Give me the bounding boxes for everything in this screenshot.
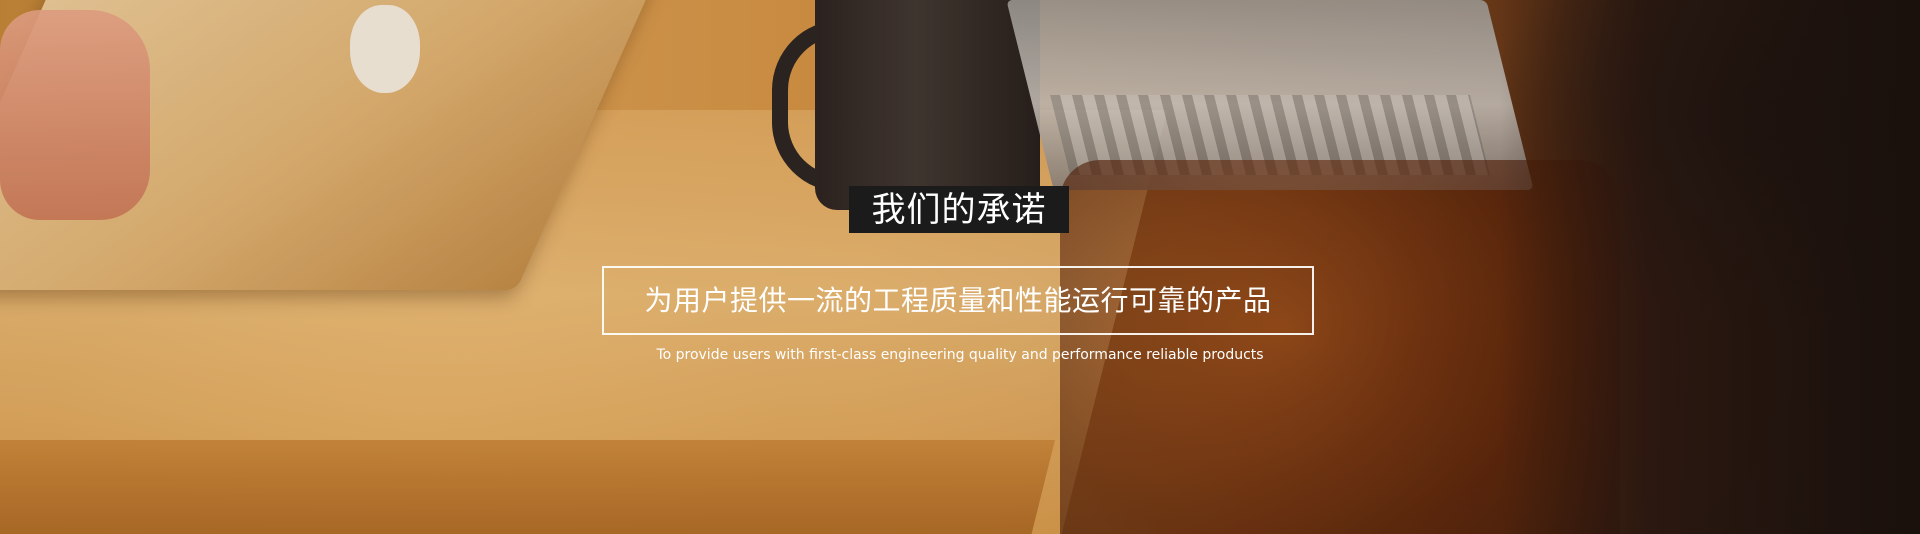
background-dark-shade <box>1500 0 1920 534</box>
banner-heading: 我们的承诺 <box>871 189 1047 230</box>
background-mug <box>815 0 1040 210</box>
heading-box: 我们的承诺 <box>849 186 1069 233</box>
laptop-logo-icon <box>350 5 420 93</box>
banner-tagline-english: To provide users with first-class engine… <box>656 347 1264 363</box>
background-hand <box>0 10 150 220</box>
tagline-box: 为用户提供一流的工程质量和性能运行可靠的产品 <box>602 266 1314 335</box>
banner-tagline: 为用户提供一流的工程质量和性能运行可靠的产品 <box>644 283 1272 317</box>
